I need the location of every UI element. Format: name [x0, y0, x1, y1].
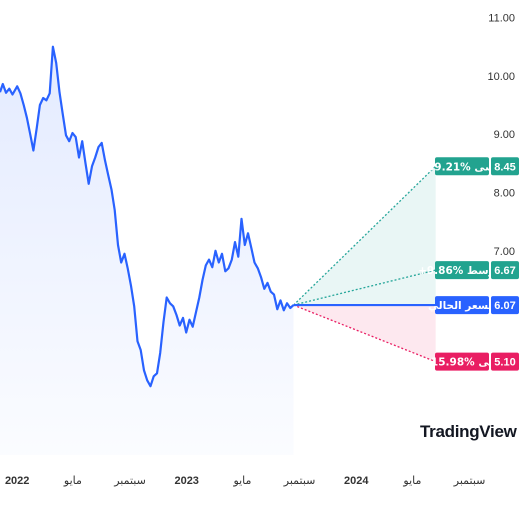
- x-tick-label: سبتمبر: [283, 474, 316, 487]
- x-tick-label: 2023: [174, 475, 198, 487]
- marker-label-box: [435, 261, 489, 280]
- marker-label-box: [435, 296, 489, 315]
- price-line: [0, 45, 295, 388]
- marker-label: السعر الحالي: [428, 300, 496, 312]
- x-tick-label: سبتمبر: [113, 474, 146, 487]
- marker-value: 6.67: [494, 265, 515, 277]
- y-tick-label: 10.00: [487, 71, 515, 83]
- x-tick-label: سبتمبر: [453, 474, 486, 487]
- marker-value: 8.45: [494, 161, 515, 173]
- marker-label: −15.98% أدنى: [422, 355, 502, 369]
- y-tick-label: 9.00: [494, 129, 515, 141]
- marker-value-box: [491, 261, 519, 280]
- x-tick-label: مايو: [63, 474, 82, 487]
- y-tick-label: 11.00: [488, 13, 515, 25]
- price-area: [0, 46, 294, 455]
- marker-value-box: [491, 296, 519, 315]
- marker-label: +9.86% متوسط: [418, 265, 506, 277]
- logo-text: TradingView: [420, 422, 517, 441]
- y-tick-label: 8.00: [494, 188, 515, 200]
- x-tick-label: مايو: [402, 474, 421, 487]
- forecast-high-line: [293, 165, 437, 306]
- marker-label: +39.21% أقصى: [418, 159, 506, 173]
- marker-value: 6.07: [494, 300, 515, 312]
- x-tick-label: 2024: [344, 475, 369, 487]
- marker-label-box: [435, 352, 489, 371]
- marker-value-box: [491, 352, 519, 371]
- x-tick-label: مايو: [232, 474, 251, 487]
- forecast-low-line: [293, 304, 436, 363]
- x-tick-label: 2022: [5, 475, 29, 487]
- marker-label-box: [435, 157, 489, 176]
- forecast-average-line: [293, 269, 436, 306]
- y-tick-label: 7.00: [494, 246, 515, 258]
- marker-value: 5.10: [494, 357, 515, 369]
- marker-value-box: [491, 157, 519, 176]
- tradingview-logo[interactable]: TradingView 17: [420, 420, 520, 444]
